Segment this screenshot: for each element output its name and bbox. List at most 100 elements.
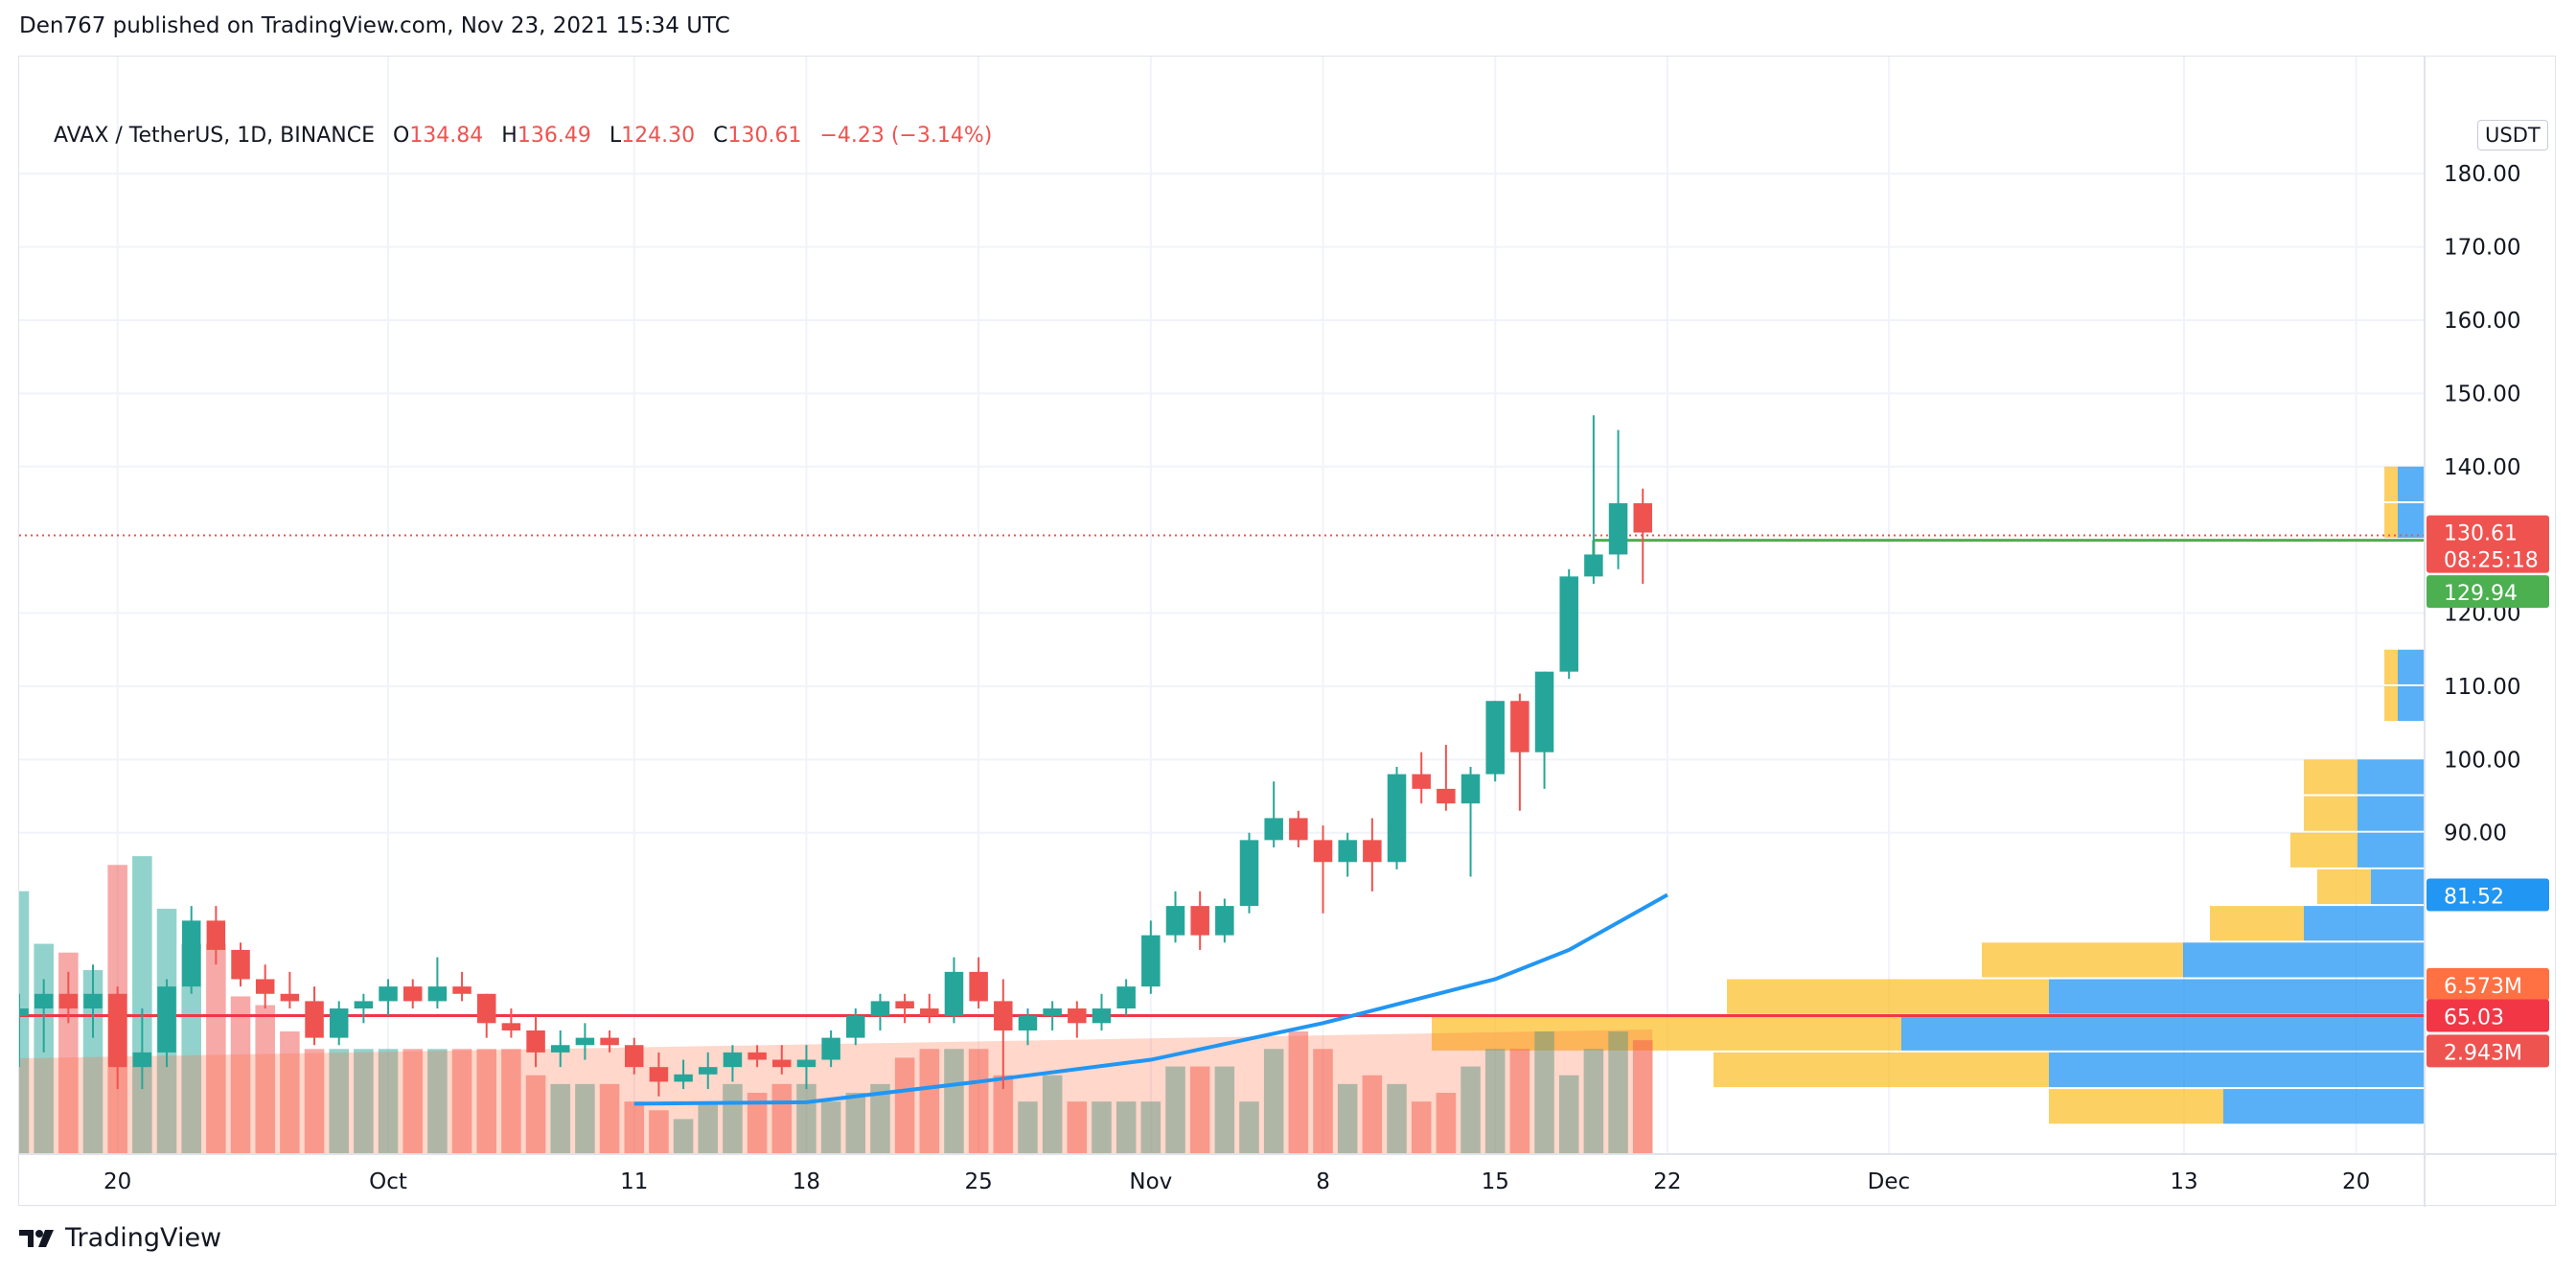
volume-bar: [870, 1083, 890, 1154]
tradingview-logo-text: TradingView: [65, 1223, 222, 1253]
price-tick-label: 160.00: [2444, 309, 2520, 334]
volume-bar: [993, 1075, 1014, 1154]
candle-body: [1215, 906, 1234, 936]
candle-body: [255, 979, 275, 994]
volume-profile-up-badge: 6.573M: [2444, 975, 2522, 999]
volume-profile-down: [2304, 759, 2358, 795]
time-tick-label: 8: [1316, 1169, 1330, 1194]
volume-profile-down-badge-bg: [2426, 1034, 2549, 1068]
candle-body: [1387, 774, 1407, 863]
volume-bar: [1484, 1049, 1506, 1154]
volume-profile-down: [2049, 1089, 2223, 1124]
volume-profile-up-badge-bg: [2426, 967, 2549, 1001]
candle-body: [206, 920, 226, 950]
candle-body: [305, 1001, 324, 1038]
candle-body: [846, 1015, 865, 1038]
candle-body: [83, 993, 103, 1009]
price-tick-label: 90.00: [2444, 822, 2507, 846]
volume-profile-up: [2304, 906, 2425, 941]
volume-bar: [1288, 1031, 1309, 1154]
legend-open: 134.84: [409, 124, 484, 148]
candle-body: [944, 971, 964, 1016]
legend-low: 124.30: [621, 124, 696, 148]
candle-body: [132, 1052, 152, 1068]
legend-close: 130.61: [727, 124, 802, 148]
volume-bar: [894, 1057, 915, 1154]
volume-profile-up: [2398, 649, 2425, 684]
candle-body: [748, 1052, 767, 1060]
candle-body: [231, 949, 250, 980]
currency-unit-button[interactable]: USDT: [2477, 120, 2548, 150]
ma-line: [633, 892, 1668, 1106]
candle-body: [157, 986, 176, 1053]
volume-bar: [354, 1049, 374, 1154]
candle-body: [821, 1037, 840, 1060]
volume-bar: [1558, 1075, 1579, 1154]
volume-bar: [1239, 1101, 1259, 1154]
candle-body: [34, 993, 54, 1009]
candle-body: [402, 986, 423, 1002]
candle-body: [1289, 818, 1308, 841]
candle-body: [526, 1030, 545, 1053]
candle-body: [895, 1001, 914, 1009]
candle-body: [1313, 840, 1333, 863]
last-price-badge: 130.61: [2444, 522, 2518, 546]
candle-body: [1534, 671, 1554, 752]
candle-body: [649, 1067, 669, 1082]
volume-bar: [1534, 1031, 1554, 1154]
legend-low-label: L: [609, 124, 622, 148]
candle-body: [1239, 840, 1259, 907]
candle-body: [1165, 906, 1185, 936]
price-tick-label: 100.00: [2444, 748, 2520, 773]
price-tick-label: 170.00: [2444, 236, 2520, 261]
candle-body: [476, 993, 496, 1024]
volume-profile-up: [2358, 832, 2425, 868]
volume-bar: [1411, 1101, 1432, 1154]
candle-body: [280, 993, 300, 1002]
volume-profile-up: [1901, 1015, 2425, 1051]
time-tick-label: Dec: [1868, 1169, 1911, 1194]
level-badge-bg: [2426, 575, 2549, 609]
volume-bar: [1436, 1093, 1457, 1154]
volume-profile-up: [2398, 502, 2425, 539]
chart-frame[interactable]: 180.00 170.00 160.00 150.00 140.00 120.00 110.…: [18, 56, 2557, 1207]
volume-bar: [845, 1093, 866, 1154]
legend-symbol: AVAX / TetherUS, 1D, BINANCE: [54, 124, 375, 148]
last-price-badge: 08:25:18: [2444, 549, 2539, 573]
legend-high: 136.49: [517, 124, 591, 148]
volume-profile-up: [2398, 685, 2425, 722]
ohlc-legend: AVAX / TetherUS, 1D, BINANCE O134.84 H13…: [54, 124, 992, 148]
volume-profile: [1432, 466, 2425, 1124]
candle-body: [452, 986, 472, 994]
volume-bar: [1263, 1049, 1284, 1154]
volume-bar: [1042, 1075, 1063, 1154]
candle-body: [427, 986, 448, 1002]
volume-profile-up: [2049, 979, 2425, 1014]
volume-profile-down: [2384, 466, 2398, 501]
volume-bar: [575, 1083, 595, 1154]
tradingview-logo[interactable]: TradingView: [19, 1223, 221, 1253]
volume-bar: [476, 1049, 496, 1154]
volume-bar: [501, 1049, 521, 1154]
candle-body: [772, 1059, 792, 1068]
candle-body: [58, 993, 79, 1009]
candle-body: [1437, 788, 1456, 804]
price-axis-ticks: 180.00170.00160.00150.00140.00120.00110.…: [2444, 162, 2520, 846]
volume-bar: [132, 856, 152, 1154]
volume-bar: [1313, 1049, 1333, 1154]
volume-bar: [304, 1049, 325, 1154]
volume-profile-down: [2290, 832, 2358, 868]
candle-body: [723, 1052, 743, 1068]
legend-change: −4.23 (−3.14%): [819, 124, 993, 148]
candle-body: [181, 920, 201, 987]
candle-body: [329, 1008, 349, 1038]
time-tick-label: 20: [104, 1169, 131, 1194]
candle-body: [1608, 502, 1628, 555]
price-chart[interactable]: 180.00170.00160.00150.00140.00120.00110.…: [19, 57, 2557, 1207]
candle-body: [674, 1074, 693, 1082]
ma-badge-bg: [2426, 878, 2549, 912]
candle-body: [1141, 935, 1161, 987]
price-tick-label: 180.00: [2444, 162, 2520, 187]
volume-bar: [968, 1049, 989, 1154]
volume-bar: [19, 891, 30, 1154]
